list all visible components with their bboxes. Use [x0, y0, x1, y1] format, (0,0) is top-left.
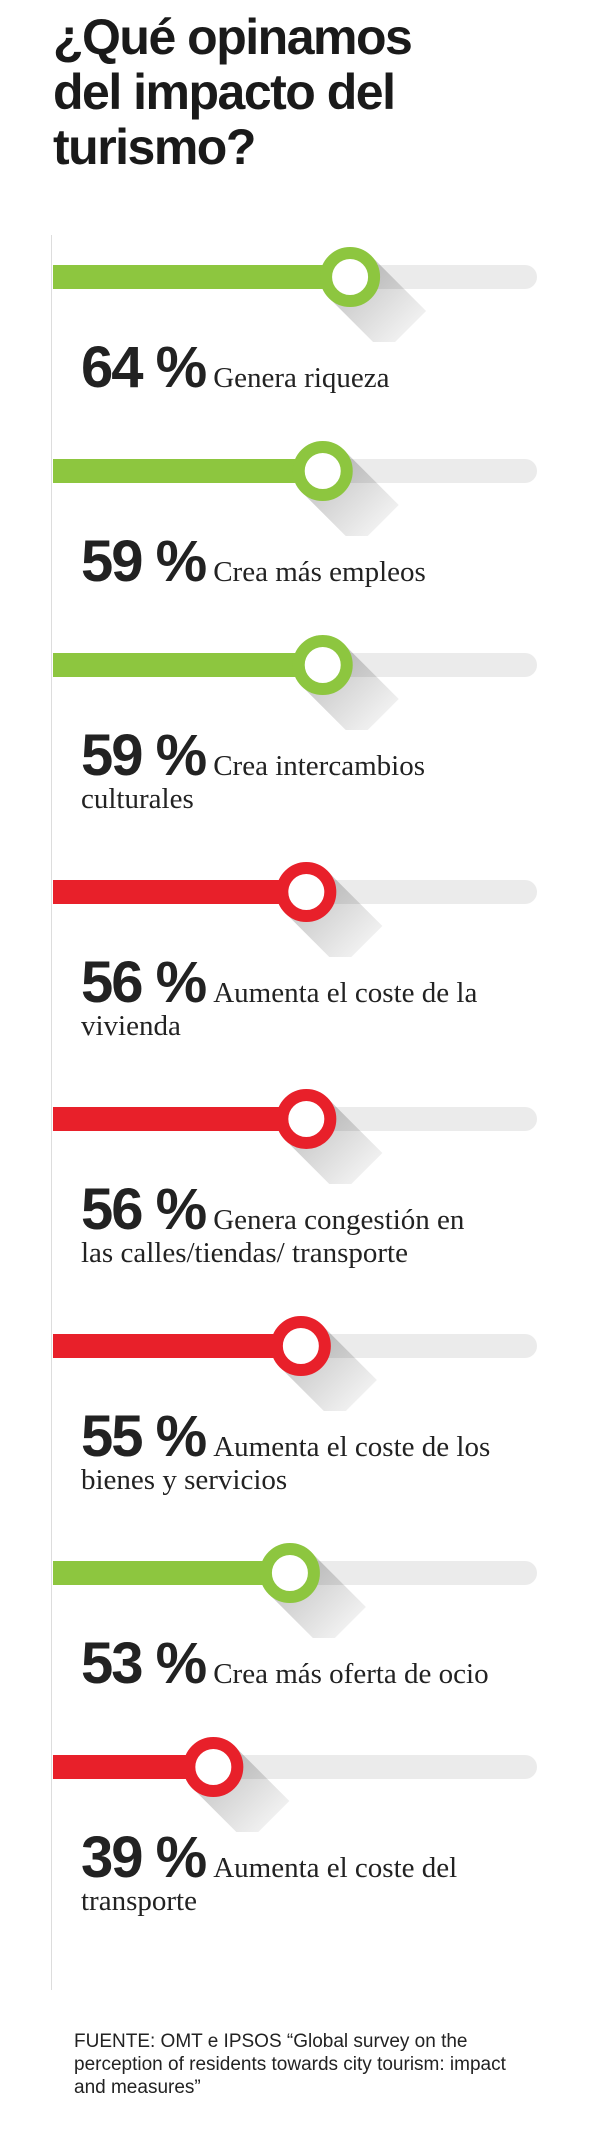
item: 56 % Aumenta el coste de la vivienda [0, 847, 600, 1074]
value-label: 59 % [81, 529, 207, 594]
axis-line [51, 235, 52, 1990]
item: 59 % Crea más empleos [0, 426, 600, 620]
bar [53, 265, 351, 289]
bar [53, 880, 307, 904]
bar [53, 1107, 307, 1131]
chart-title: ¿Qué opinamos del impacto del turismo? [53, 9, 413, 175]
item-label: 56 % Genera congestión en las calles/tien… [81, 1181, 491, 1270]
category-label: Aumenta el coste de la vivienda [81, 977, 478, 1042]
value-label: 64 % [81, 335, 207, 400]
item-label: 59 % Crea intercambios culturales [81, 727, 491, 816]
knob [259, 1543, 320, 1603]
category-label: Crea intercambios culturales [81, 750, 425, 815]
bar [53, 1334, 301, 1358]
item: 39 % Aumenta el coste del transporte [0, 1722, 600, 1949]
bar [53, 653, 323, 677]
category-label: Crea más oferta de ocio [213, 1658, 489, 1690]
item: 55 % Aumenta el coste de los bienes y ser… [0, 1301, 600, 1528]
knob [276, 1089, 337, 1149]
item-label: 55 % Aumenta el coste de los bienes y ser… [81, 1408, 491, 1497]
value-label: 59 % [81, 723, 207, 788]
category-label: Genera riqueza [213, 362, 390, 394]
value-label: 56 % [81, 950, 207, 1015]
bar [53, 459, 323, 483]
slider [53, 862, 537, 957]
knob [183, 1737, 244, 1797]
item-label: 56 % Aumenta el coste de la vivienda [81, 954, 491, 1043]
slider [53, 1316, 537, 1411]
knob [292, 441, 353, 501]
slider [53, 441, 537, 536]
slider [53, 247, 537, 342]
item-label: 64 % Genera riqueza [81, 339, 491, 397]
slider [53, 1089, 537, 1184]
item: 56 % Genera congestión en las calles/tien… [0, 1074, 600, 1301]
value-label: 56 % [81, 1177, 207, 1242]
value-label: 39 % [81, 1825, 207, 1890]
items: 64 % Genera riqueza 59 % Crea más empleos 59… [0, 232, 600, 1949]
knob [292, 635, 353, 695]
source: FUENTE: OMT e IPSOS “Global survey on th… [74, 2031, 506, 2098]
item: 59 % Crea intercambios culturales [0, 620, 600, 847]
knob [320, 247, 381, 307]
item: 53 % Crea más oferta de ocio [0, 1528, 600, 1722]
category-label: Crea más empleos [213, 556, 426, 588]
slider [53, 1737, 537, 1832]
bar [53, 1561, 290, 1585]
value-label: 53 % [81, 1631, 207, 1696]
item: 64 % Genera riqueza [0, 232, 600, 426]
item-label: 39 % Aumenta el coste del transporte [81, 1829, 491, 1918]
knob [276, 862, 337, 922]
value-label: 55 % [81, 1404, 207, 1469]
slider [53, 635, 537, 730]
category-label: Aumenta el coste de los bienes y servici… [81, 1431, 491, 1496]
knob [270, 1316, 331, 1376]
slider [53, 1543, 537, 1638]
item-label: 59 % Crea más empleos [81, 533, 491, 591]
category-label: Aumenta el coste del transporte [81, 1852, 458, 1917]
item-label: 53 % Crea más oferta de ocio [81, 1635, 491, 1693]
category-label: Genera congestión en las calles/tiendas/… [81, 1204, 465, 1269]
